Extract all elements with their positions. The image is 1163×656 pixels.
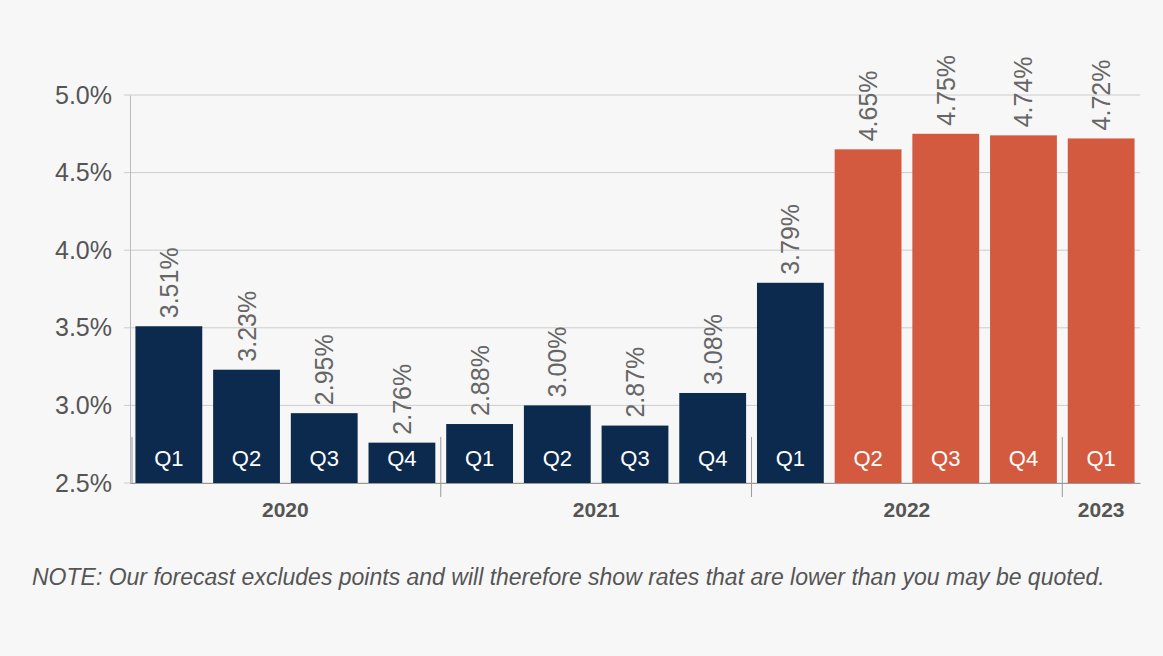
x-tick: Q2 <box>543 446 572 483</box>
x-tick: Q3 <box>620 446 649 483</box>
x-tick: Q1 <box>776 446 805 483</box>
note: NOTE: Our forecast excludes points and w… <box>32 564 1105 590</box>
group-label: 2023 <box>1078 498 1125 521</box>
x-tick: Q2 <box>853 446 882 483</box>
y-axis-line <box>130 96 131 484</box>
x-tick-label: Q2 <box>232 446 261 471</box>
bar <box>679 393 746 483</box>
data-labels: 3.51% 3.23% 2.95% 2.76% 2.88% 3.00% 2.87% 3.08%… <box>155 55 1115 435</box>
x-tick: Q1 <box>154 446 183 483</box>
chart: 2.5% 3.0% 3.5% 4.0% 4.5% 5.0% Q1 Q2 Q3 Q4 Q1 Q2 Q3 Q4… <box>0 0 1163 656</box>
x-tick: Q1 <box>465 446 494 483</box>
x-tick: Q3 <box>931 446 960 483</box>
data-label: 2.76% <box>388 364 416 435</box>
grid-line <box>124 250 1140 251</box>
x-tick: Q2 <box>232 446 261 483</box>
y-tick-label: 5.0% <box>55 81 112 109</box>
bar <box>912 134 979 483</box>
x-tick-label: Q4 <box>387 446 416 471</box>
grid <box>124 95 1140 483</box>
group-separator <box>440 437 441 497</box>
data-label: 2.95% <box>310 334 338 405</box>
y-tick-label: 4.5% <box>55 158 112 186</box>
data-label: 4.74% <box>1009 56 1037 127</box>
x-tick-label: Q2 <box>853 446 882 471</box>
x-tick: Q4 <box>698 446 727 483</box>
bar <box>135 326 202 483</box>
y-tick: 4.5% <box>55 158 130 186</box>
x-tick-label: Q3 <box>620 446 649 471</box>
data-label: 2.87% <box>621 347 649 418</box>
y-tick: 5.0% <box>55 81 130 109</box>
x-tick-label: Q2 <box>543 446 572 471</box>
y-axis: 2.5% 3.0% 3.5% 4.0% 4.5% 5.0% <box>55 81 130 497</box>
x-tick-label: Q4 <box>1009 446 1038 471</box>
x-tick: Q4 <box>1009 446 1038 483</box>
bar <box>213 370 280 483</box>
data-label: 4.65% <box>854 70 882 141</box>
data-label: 3.51% <box>155 247 183 318</box>
bar <box>757 283 824 483</box>
data-label: 4.72% <box>1087 60 1115 131</box>
y-tick-label: 2.5% <box>55 469 112 497</box>
group-separator <box>751 437 752 497</box>
data-label: 3.08% <box>699 314 727 385</box>
x-tick-label: Q1 <box>154 446 183 471</box>
x-tick-label: Q3 <box>310 446 339 471</box>
bar <box>835 149 902 483</box>
x-tick: Q3 <box>310 446 339 483</box>
bars <box>135 134 1134 483</box>
x-tick-label: Q3 <box>931 446 960 471</box>
bar <box>602 426 669 483</box>
data-label: 3.79% <box>776 204 804 275</box>
bar <box>990 135 1057 483</box>
group-separator <box>132 437 133 483</box>
grid-line <box>124 327 1140 328</box>
y-tick-label: 3.5% <box>55 313 112 341</box>
bar <box>291 413 358 483</box>
grid-line <box>124 172 1140 173</box>
x-axis-line <box>131 483 1141 484</box>
x-tick-label: Q1 <box>776 446 805 471</box>
group-label: 2021 <box>573 498 620 521</box>
bar <box>524 405 591 483</box>
y-tick-label: 4.0% <box>55 236 112 264</box>
y-tick: 3.5% <box>55 313 130 341</box>
x-axis: Q1 Q2 Q3 Q4 Q1 Q2 Q3 Q4 Q1 Q2 Q3 Q4 Q1 <box>131 446 1141 484</box>
x-tick-label: Q4 <box>698 446 727 471</box>
y-tick-label: 3.0% <box>55 391 112 419</box>
group-label: 2020 <box>262 498 309 521</box>
bar <box>446 424 513 483</box>
y-tick: 3.0% <box>55 391 130 419</box>
data-label: 4.75% <box>932 55 960 126</box>
x-tick: Q4 <box>387 446 416 483</box>
y-tick: 2.5% <box>55 469 130 497</box>
data-label: 3.23% <box>233 291 261 362</box>
data-label: 3.00% <box>543 327 571 398</box>
group-separator <box>1062 437 1063 497</box>
grid-line <box>124 95 1140 96</box>
x-tick-label: Q1 <box>1086 446 1115 471</box>
data-label: 2.88% <box>466 345 494 416</box>
bar <box>1068 138 1135 483</box>
y-tick: 4.0% <box>55 236 130 264</box>
x-tick: Q1 <box>1086 446 1115 483</box>
x-tick-label: Q1 <box>465 446 494 471</box>
group-label: 2022 <box>884 498 931 521</box>
year-groups: 2020 2021 2022 2023 <box>132 437 1125 521</box>
bar <box>369 443 436 483</box>
